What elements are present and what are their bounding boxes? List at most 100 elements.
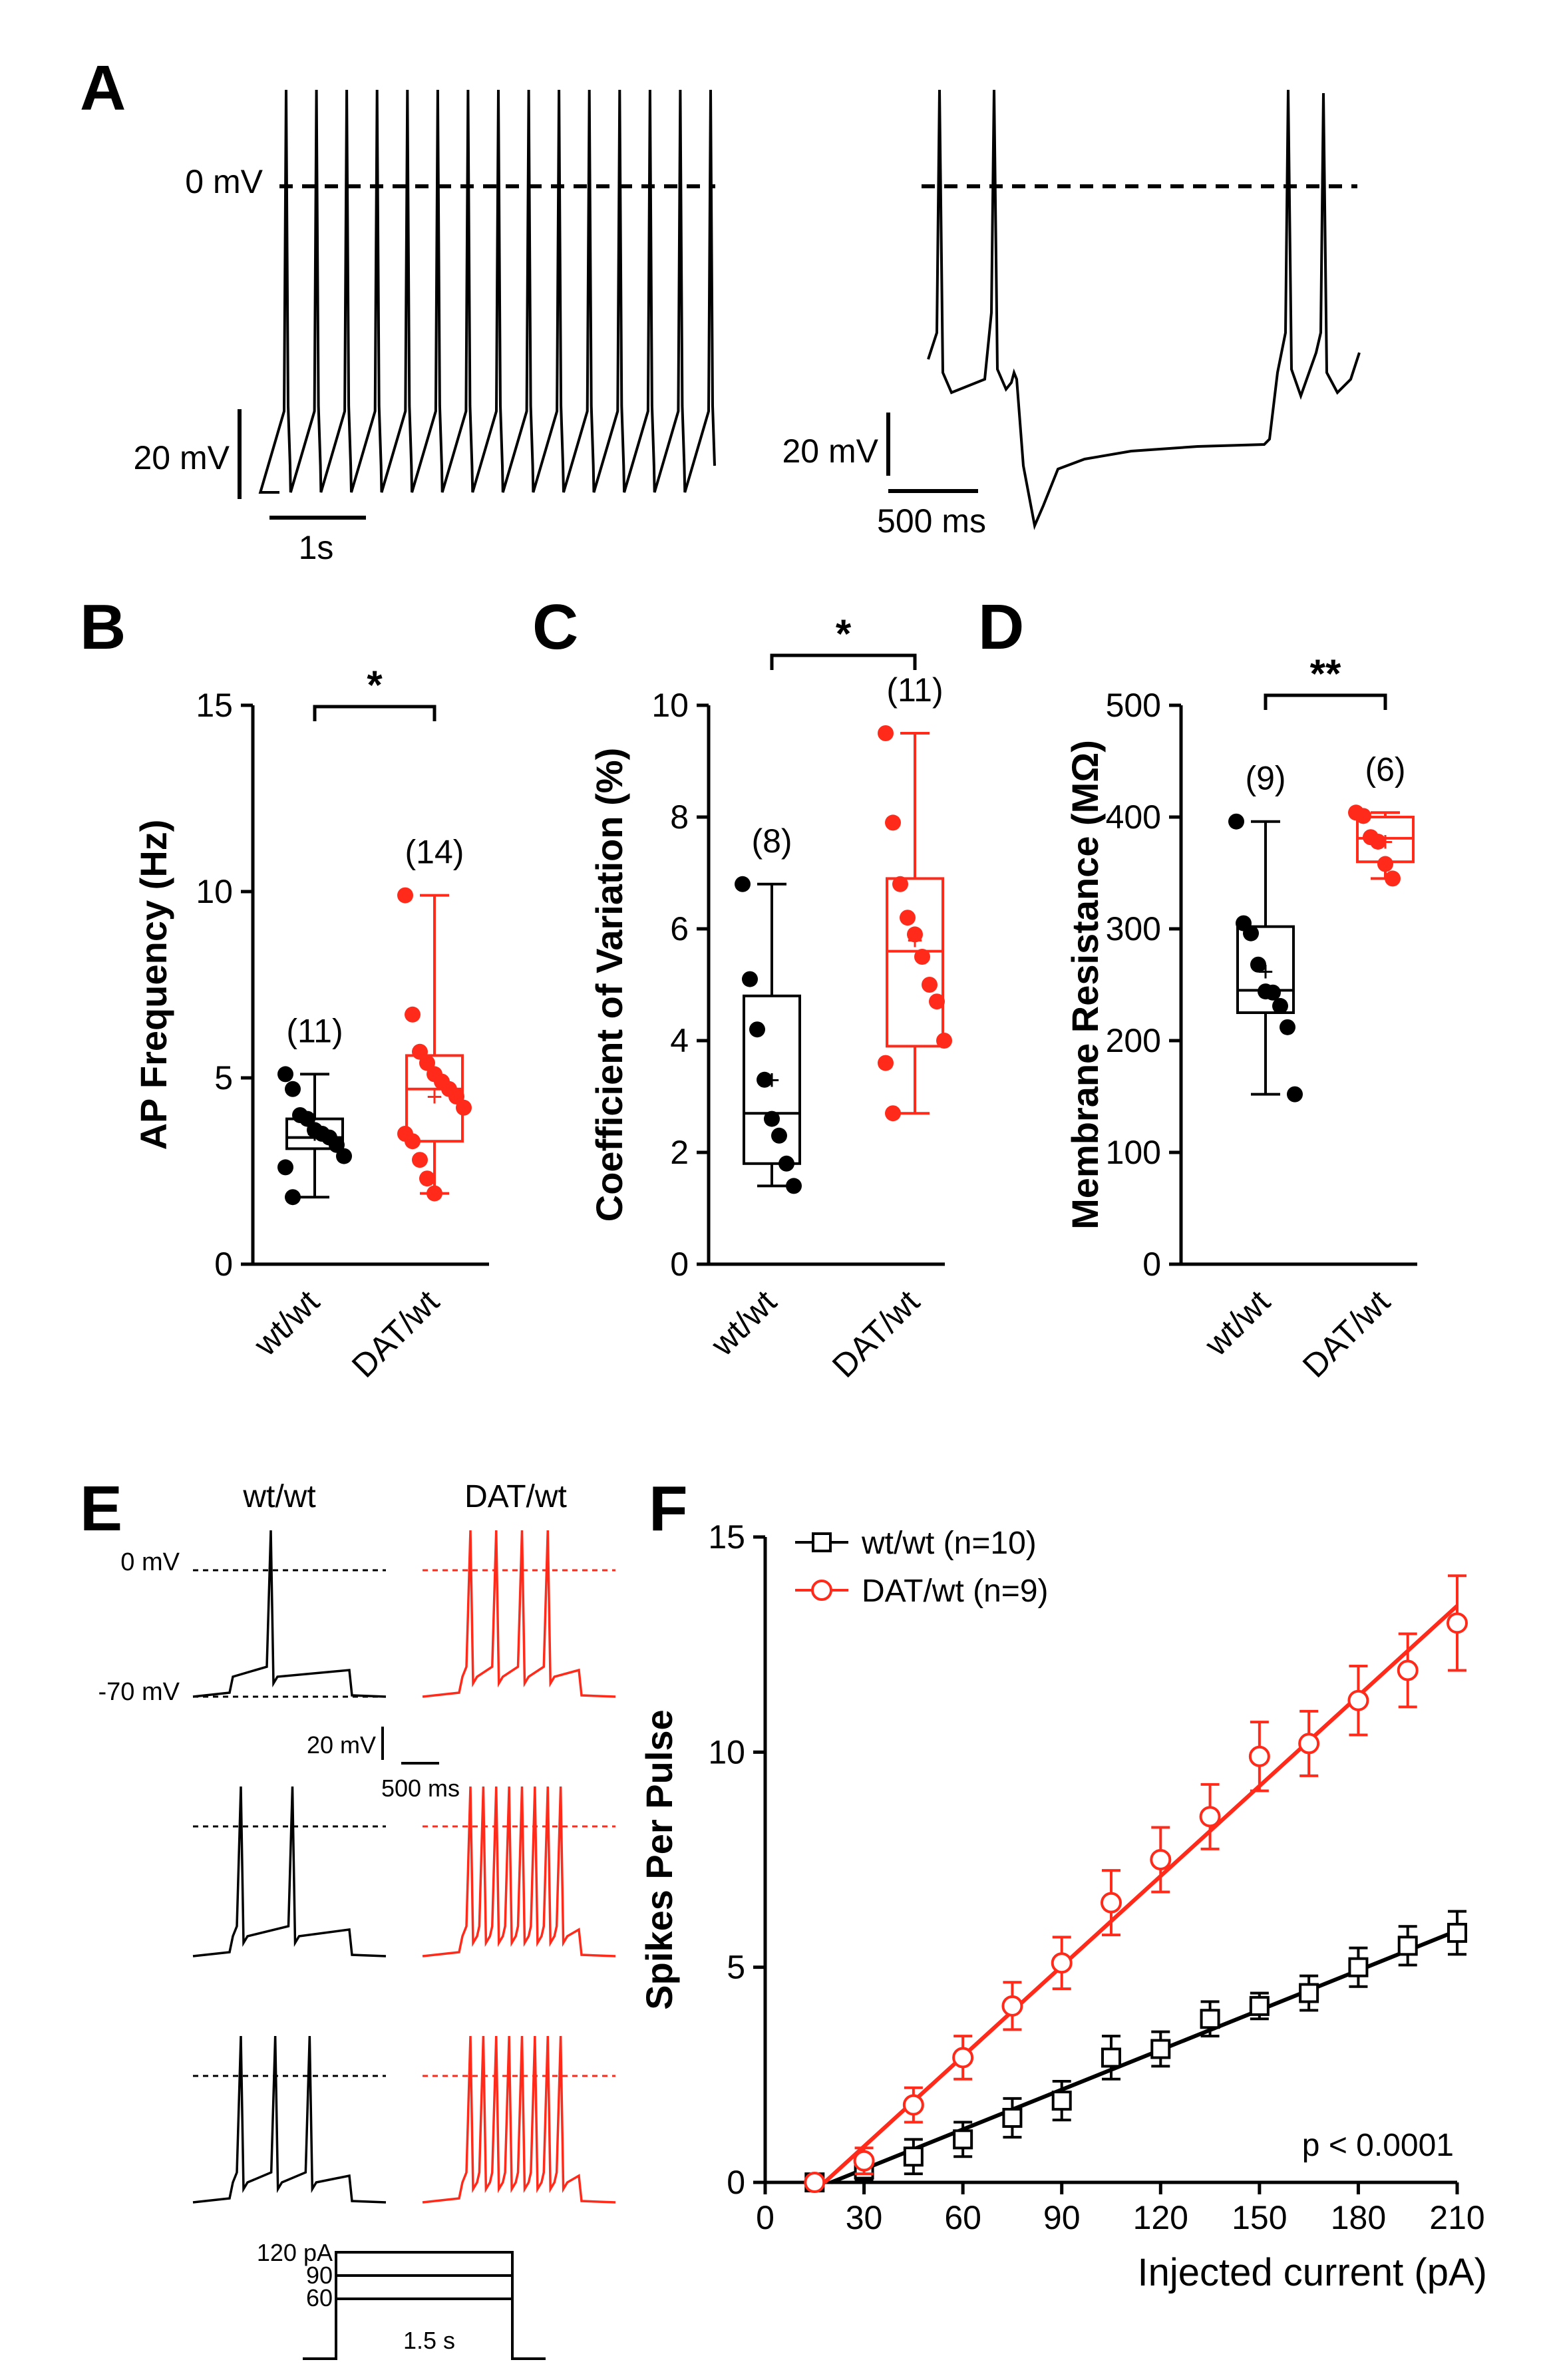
panel-a-left-scale-v-label: 20 mV	[133, 439, 230, 476]
x-tick-label: 150	[1232, 2199, 1287, 2236]
data-point	[1287, 1086, 1303, 1103]
y-tick-label: 0	[727, 2164, 745, 2201]
y-tick-label: 10	[651, 687, 689, 724]
legend-marker	[811, 1580, 832, 1601]
data-point-dat	[1248, 1745, 1270, 1767]
panel-letter-a: A	[80, 53, 126, 124]
x-tick-label: 60	[944, 2199, 981, 2236]
data-point-wt	[1397, 1936, 1418, 1956]
legend-marker	[812, 1532, 832, 1552]
panel-e: E wt/wt DAT/wt 0 mV -70 mV 20 mV 500 ms …	[80, 1473, 616, 2360]
n-label: (8)	[751, 822, 792, 860]
panel-a-left-scale-t-label: 1s	[299, 529, 334, 566]
data-point	[878, 725, 894, 741]
n-label: (9)	[1245, 760, 1286, 797]
panel-e-rest-label: -70 mV	[98, 1678, 180, 1706]
y-tick-label: 15	[708, 1518, 745, 1556]
data-point	[419, 1170, 435, 1187]
data-point	[405, 1006, 421, 1023]
panel-e-step-60: 60	[306, 2284, 333, 2311]
data-point	[786, 1178, 802, 1194]
panel-a-right-scale-t-label: 500 ms	[877, 502, 986, 540]
data-point-wt	[953, 2129, 973, 2150]
data-point-dat	[1150, 1849, 1172, 1870]
y-tick-label: 500	[1106, 687, 1161, 724]
y-axis-label: AP Frequency (Hz)	[132, 820, 174, 1150]
x-category-label: wt/wt	[1197, 1283, 1278, 1363]
data-point	[742, 971, 758, 987]
data-point-wt	[1200, 2009, 1220, 2029]
y-tick-label: 4	[670, 1022, 689, 1059]
data-point	[900, 910, 916, 926]
box	[743, 994, 801, 1165]
data-point-wt	[1348, 1957, 1369, 1977]
panel-e-step-protocol	[303, 2251, 546, 2360]
p-value-annotation: p < 0.0001	[1302, 2128, 1454, 2163]
y-tick-label: 10	[196, 873, 233, 910]
trace-a-pause	[927, 89, 1361, 530]
significance-bracket	[313, 705, 436, 721]
data-point	[907, 926, 923, 943]
data-point-dat	[1051, 1952, 1073, 1974]
panel-e-scale-v-label: 20 mV	[307, 1731, 376, 1759]
panel-e-title-wt: wt/wt	[242, 1479, 315, 1514]
box	[1236, 925, 1295, 1015]
data-point	[1265, 984, 1281, 1001]
data-point	[285, 1189, 301, 1206]
significance-marker: *	[836, 611, 852, 656]
data-point-wt	[1002, 2108, 1023, 2128]
panel-e-zero-label: 0 mV	[120, 1548, 180, 1576]
y-tick-label: 2	[670, 1134, 689, 1171]
x-axis-label: Injected current (pA)	[1138, 2251, 1487, 2294]
data-point	[285, 1081, 301, 1097]
data-point-dat	[1447, 1612, 1468, 1634]
n-label: (11)	[286, 1012, 343, 1049]
panel-e-voltage-trace	[422, 2035, 616, 2204]
x-category-label: DAT/wt	[825, 1283, 927, 1385]
data-point	[1355, 808, 1371, 824]
x-category-label: wt/wt	[703, 1283, 784, 1363]
panel-e-step-duration: 1.5 s	[403, 2327, 455, 2354]
data-point-dat	[1199, 1806, 1221, 1828]
data-point	[936, 1033, 952, 1049]
data-point-dat	[1101, 1892, 1122, 1914]
trace-a-spontaneous	[258, 89, 716, 494]
significance-marker: **	[1310, 651, 1341, 696]
y-tick-label: 0	[1142, 1246, 1161, 1283]
data-point	[735, 876, 751, 892]
data-point-dat	[1397, 1659, 1419, 1681]
data-point	[397, 887, 413, 904]
data-point	[892, 876, 908, 892]
data-point	[1228, 813, 1244, 830]
x-tick-label: 30	[846, 2199, 883, 2236]
y-tick-label: 5	[727, 1949, 745, 1986]
data-point-dat	[853, 2150, 875, 2172]
data-point-wt	[1101, 2047, 1121, 2068]
panel-e-step-120: 120 pA	[257, 2239, 333, 2266]
data-point	[1280, 1019, 1295, 1035]
y-axis-label: Spikes Per Pulse	[638, 1709, 680, 2009]
data-point	[885, 814, 901, 831]
data-point	[749, 1021, 765, 1038]
data-point	[277, 1159, 293, 1176]
y-axis-label: Coefficient of Variation (%)	[588, 748, 630, 1222]
box	[886, 877, 944, 1048]
panel-e-title-dat: DAT/wt	[464, 1479, 567, 1514]
panel-letter-d: D	[978, 592, 1024, 663]
panel-e-voltage-trace	[192, 2035, 387, 2204]
panel-e-voltage-trace	[422, 1786, 616, 1957]
data-point	[885, 1105, 901, 1122]
panel-e-voltage-trace	[422, 1530, 616, 1698]
data-point-wt	[1051, 2091, 1072, 2111]
n-label: (14)	[405, 834, 464, 871]
panel-e-voltage-trace	[192, 1530, 387, 1698]
significance-bracket	[770, 653, 917, 670]
panel-e-scale-t-label: 500 ms	[381, 1775, 460, 1802]
data-point-wt	[1447, 1922, 1467, 1943]
y-tick-label: 100	[1106, 1134, 1161, 1171]
